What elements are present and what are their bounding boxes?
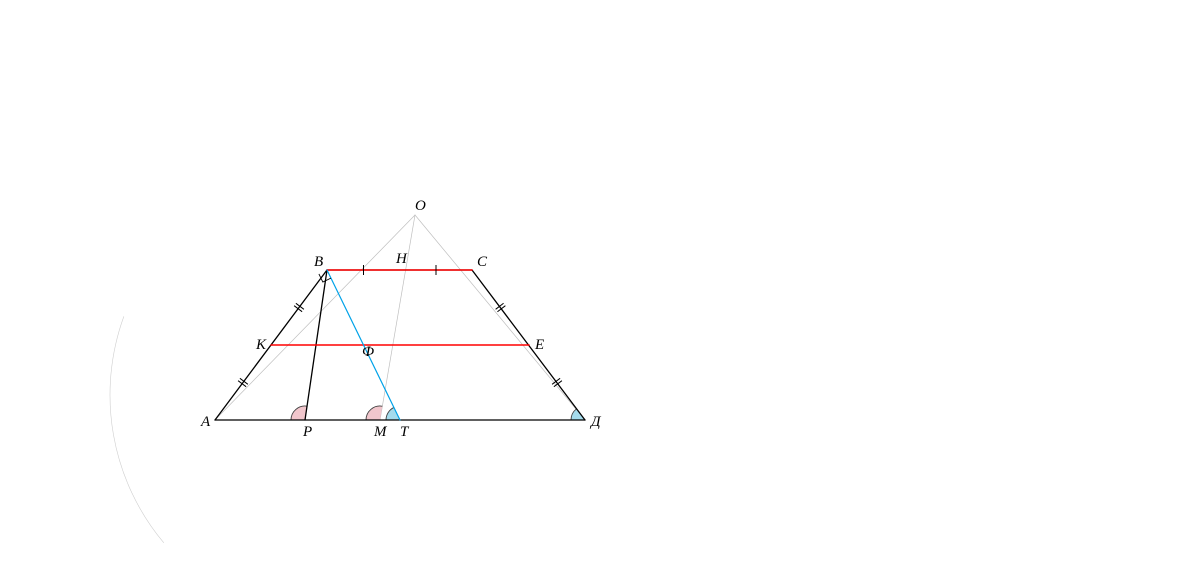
label-F: Ф — [362, 344, 374, 360]
label-K: К — [255, 337, 267, 353]
label-T: Т — [400, 424, 410, 440]
label-M: М — [373, 424, 388, 440]
geometry-diagram: А Д В С К Е Р МТ Н Ф О — [0, 0, 1200, 587]
label-H: Н — [395, 251, 408, 267]
label-P: Р — [302, 424, 312, 440]
label-A: А — [200, 414, 211, 430]
label-E: Е — [534, 337, 544, 353]
label-C: С — [477, 254, 488, 270]
label-B: В — [314, 254, 323, 270]
label-O: О — [415, 198, 426, 214]
label-D: Д — [589, 414, 602, 430]
